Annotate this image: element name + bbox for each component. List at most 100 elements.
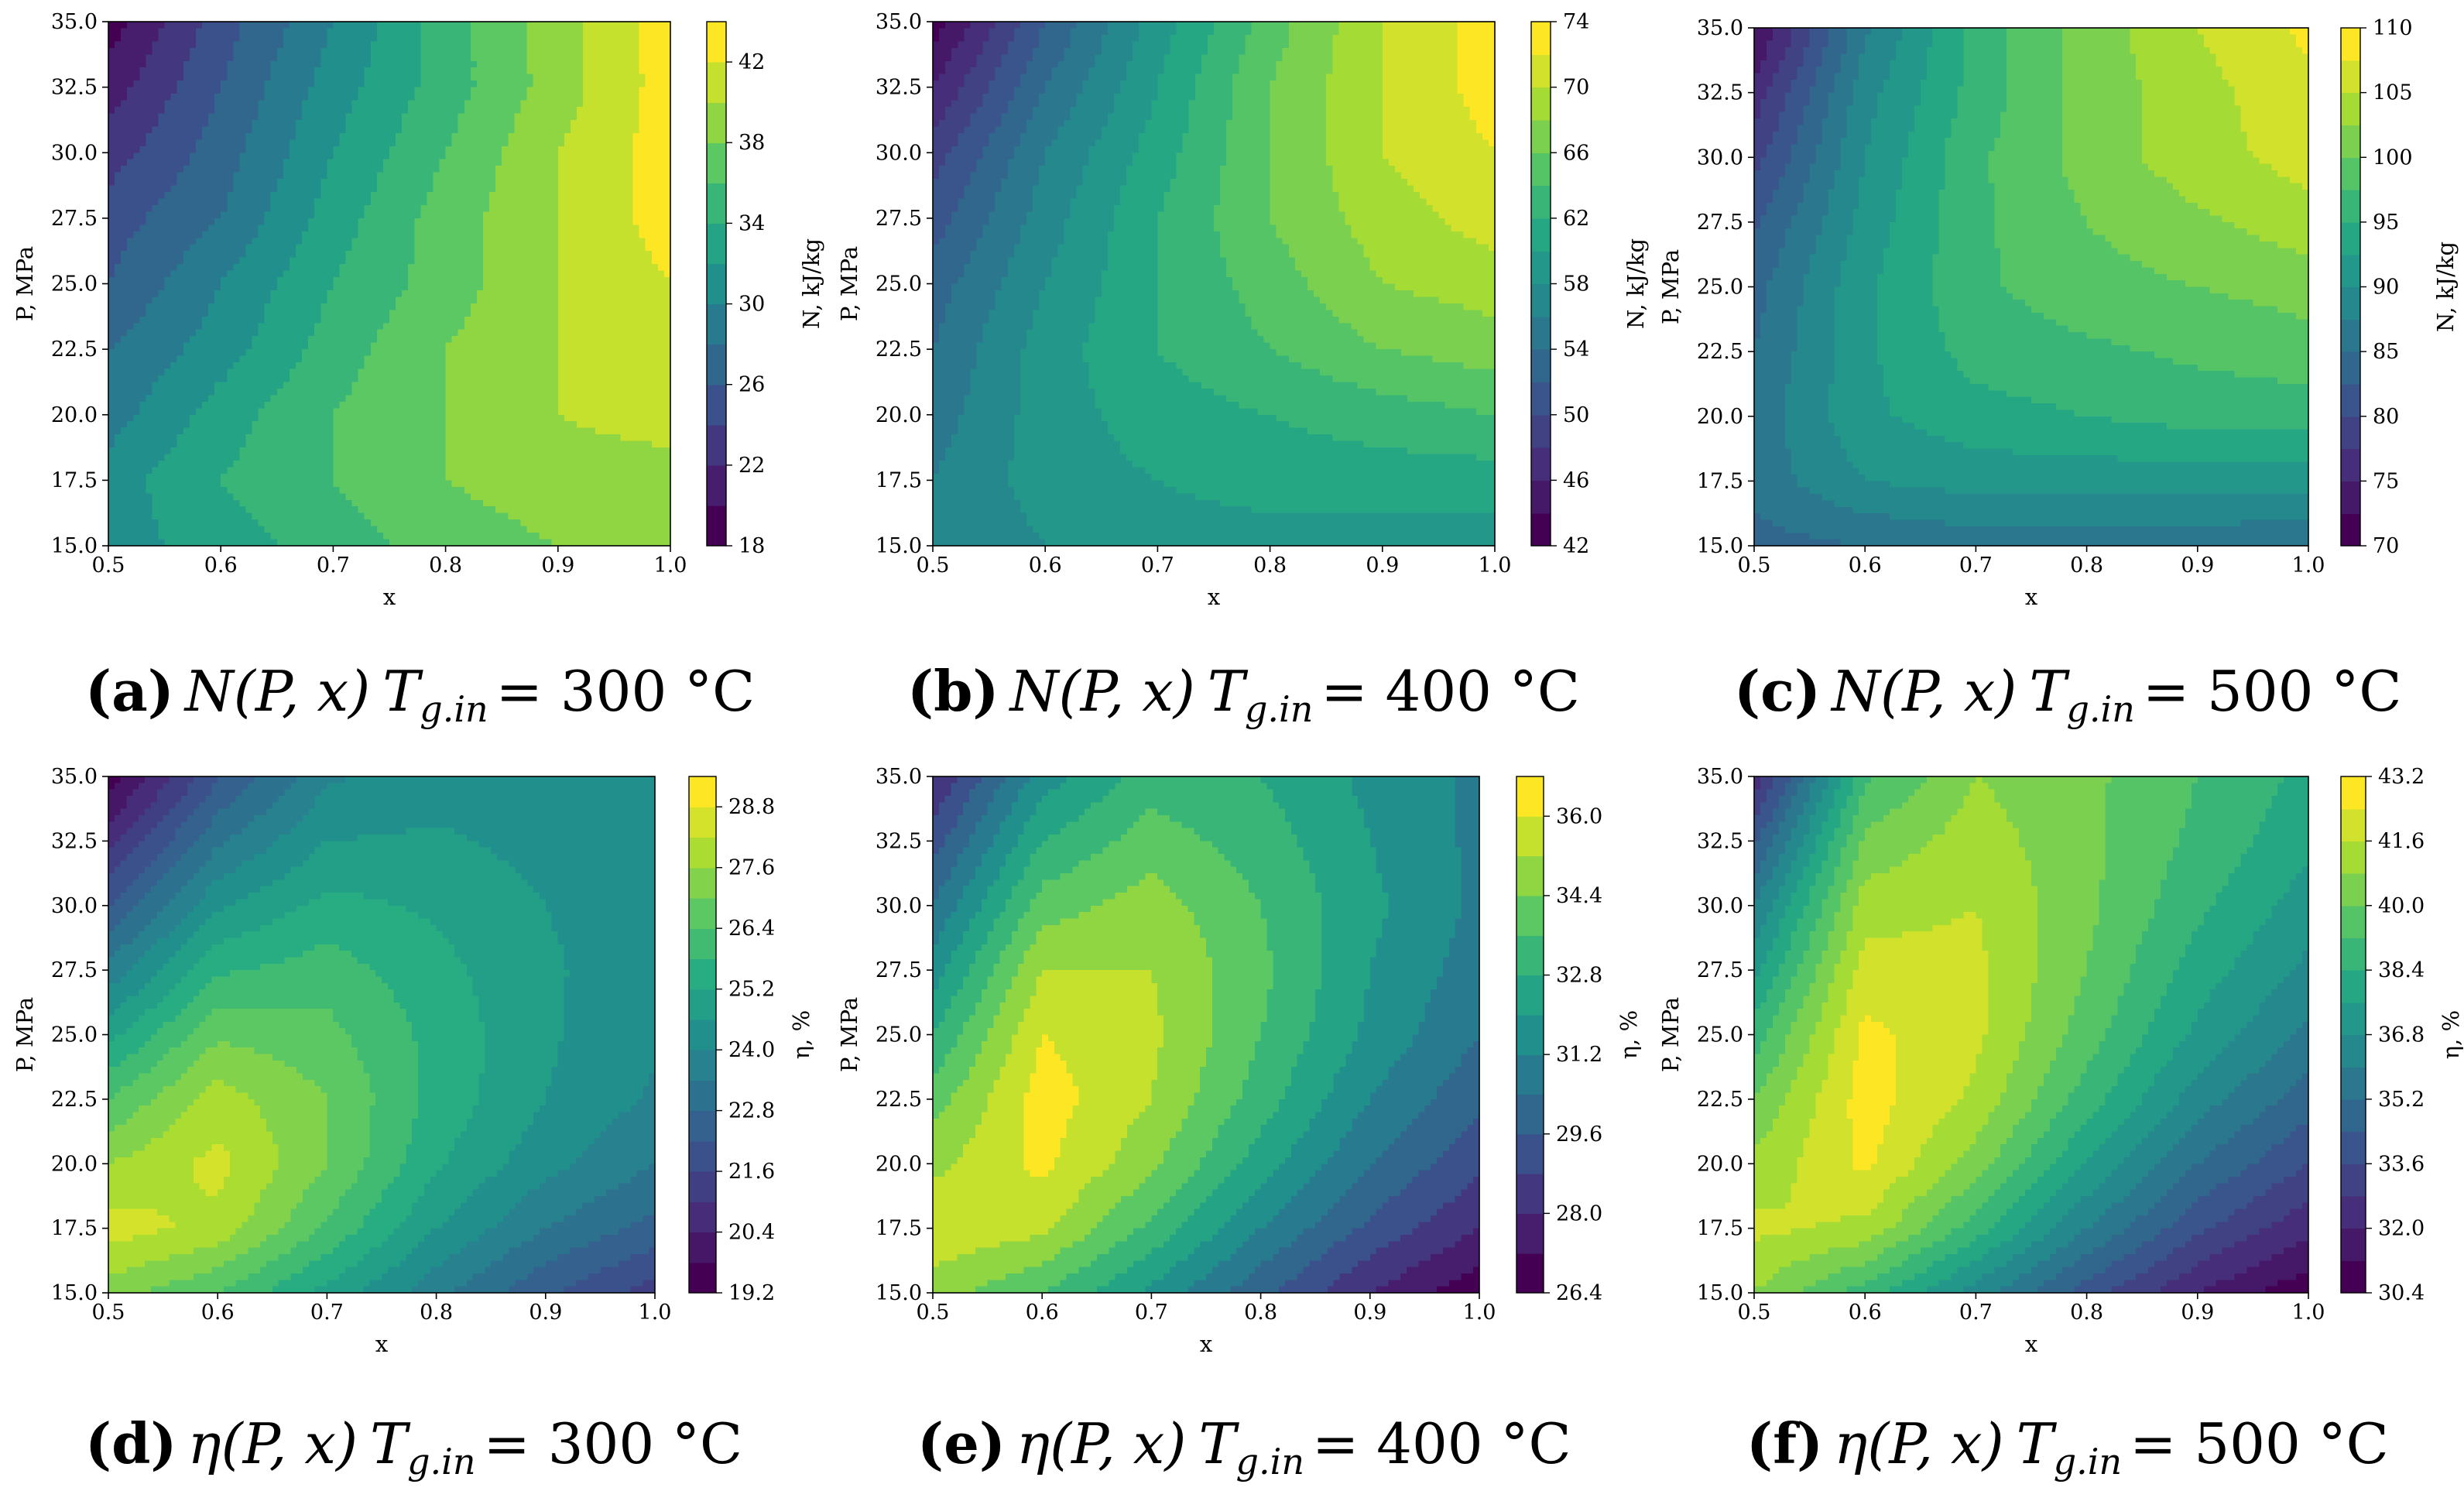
heatmap-cell bbox=[314, 67, 321, 74]
heatmap-cell bbox=[502, 35, 509, 42]
heatmap-cell bbox=[314, 74, 321, 81]
heatmap-cell bbox=[152, 28, 159, 35]
heatmap-cell bbox=[383, 48, 390, 55]
heatmap-cell bbox=[221, 28, 228, 35]
heatmap-cell bbox=[252, 74, 259, 81]
heatmap-cell bbox=[471, 81, 478, 87]
heatmap-cell bbox=[252, 35, 259, 42]
heatmap-cell bbox=[552, 81, 559, 87]
heatmap-cell bbox=[139, 54, 146, 61]
heatmap-cell bbox=[183, 22, 190, 29]
heatmap-cell bbox=[377, 41, 384, 48]
heatmap-cell bbox=[552, 22, 559, 29]
heatmap-cell bbox=[214, 87, 221, 94]
heatmap-cell bbox=[239, 67, 246, 74]
heatmap-cell bbox=[277, 35, 284, 42]
heatmap-cell bbox=[614, 22, 621, 29]
heatmap-cell bbox=[108, 54, 115, 61]
heatmap-cell bbox=[377, 67, 384, 74]
heatmap-cell bbox=[608, 48, 615, 55]
heatmap-cell bbox=[233, 28, 240, 35]
heatmap-cell bbox=[652, 67, 659, 74]
heatmap-cell bbox=[327, 81, 334, 87]
heatmap-cell bbox=[314, 61, 321, 68]
heatmap-cell bbox=[639, 28, 646, 35]
heatmap-cell bbox=[633, 41, 640, 48]
heatmap-cell bbox=[477, 22, 484, 29]
heatmap-cell bbox=[339, 41, 346, 48]
heatmap-cell bbox=[440, 74, 447, 81]
heatmap-cell bbox=[620, 22, 627, 29]
heatmap-cell bbox=[302, 54, 309, 61]
heatmap-cell bbox=[433, 41, 440, 48]
heatmap-cell bbox=[202, 74, 209, 81]
heatmap-cell bbox=[183, 48, 190, 55]
heatmap-cell bbox=[595, 41, 602, 48]
heatmap-cell bbox=[452, 22, 459, 29]
heatmap-cell bbox=[389, 22, 396, 29]
heatmap-cell bbox=[227, 41, 234, 48]
heatmap-cell bbox=[159, 54, 166, 61]
heatmap-cell bbox=[552, 61, 559, 68]
heatmap-cell bbox=[433, 28, 440, 35]
heatmap-cell bbox=[146, 67, 153, 74]
heatmap-cell bbox=[564, 74, 571, 81]
heatmap-cell bbox=[464, 28, 471, 35]
heatmap-cell bbox=[471, 54, 478, 61]
heatmap-cell bbox=[277, 54, 284, 61]
heatmap-cell bbox=[508, 81, 515, 87]
heatmap-cell bbox=[333, 54, 340, 61]
heatmap-cell bbox=[121, 22, 128, 29]
heatmap-cell bbox=[608, 22, 615, 29]
heatmap-cell bbox=[646, 74, 653, 81]
heatmap-cell bbox=[440, 81, 447, 87]
heatmap-cell bbox=[333, 81, 340, 87]
heatmap-cell bbox=[540, 81, 547, 87]
heatmap-cell bbox=[115, 54, 122, 61]
heatmap-cell bbox=[352, 35, 359, 42]
heatmap-cell bbox=[277, 48, 284, 55]
heatmap-cell bbox=[520, 22, 527, 29]
heatmap-cell bbox=[433, 35, 440, 42]
heatmap-cell bbox=[420, 74, 427, 81]
heatmap-cell bbox=[308, 81, 315, 87]
heatmap-cell bbox=[177, 35, 184, 42]
heatmap-cell bbox=[283, 28, 290, 35]
heatmap-cell bbox=[533, 54, 540, 61]
heatmap-cell bbox=[595, 22, 602, 29]
heatmap-cell bbox=[133, 22, 140, 29]
heatmap-cell bbox=[389, 28, 396, 35]
heatmap-cell bbox=[121, 28, 128, 35]
heatmap-cell bbox=[502, 22, 509, 29]
heatmap-cell bbox=[589, 22, 596, 29]
heatmap-cell bbox=[489, 22, 496, 29]
heatmap-cell bbox=[402, 81, 409, 87]
heatmap-cell bbox=[383, 41, 390, 48]
heatmap-cell bbox=[526, 48, 533, 55]
heatmap-cell bbox=[327, 28, 334, 35]
heatmap-cell bbox=[383, 61, 390, 68]
heatmap-cell bbox=[146, 87, 153, 94]
heatmap-cell bbox=[440, 28, 447, 35]
heatmap-cell bbox=[583, 35, 590, 42]
heatmap-cell bbox=[346, 41, 353, 48]
heatmap-cell bbox=[308, 74, 315, 81]
heatmap-cell bbox=[190, 87, 197, 94]
heatmap-cell bbox=[283, 54, 290, 61]
heatmap-cell bbox=[152, 41, 159, 48]
heatmap-cell bbox=[408, 28, 415, 35]
heatmap-cell bbox=[165, 54, 172, 61]
heatmap-cell bbox=[190, 67, 197, 74]
heatmap-cell bbox=[546, 81, 553, 87]
heatmap-cell bbox=[377, 48, 384, 55]
heatmap-cell bbox=[458, 81, 465, 87]
heatmap-cell bbox=[558, 81, 565, 87]
heatmap-cell bbox=[302, 61, 309, 68]
heatmap-cell bbox=[108, 28, 115, 35]
heatmap-cell bbox=[514, 35, 521, 42]
heatmap-cell bbox=[152, 54, 159, 61]
heatmap-cell bbox=[652, 22, 659, 29]
heatmap-cell bbox=[121, 67, 128, 74]
heatmap-cell bbox=[589, 41, 596, 48]
heatmap-cell bbox=[526, 35, 533, 42]
